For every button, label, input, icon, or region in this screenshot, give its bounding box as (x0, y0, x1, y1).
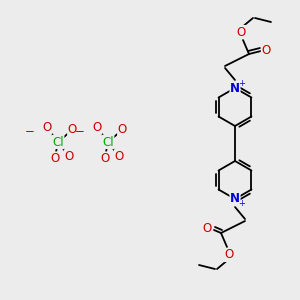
Text: O: O (64, 150, 74, 163)
Text: Cl: Cl (52, 136, 64, 148)
Text: O: O (114, 150, 124, 163)
Text: +: + (238, 79, 245, 88)
Text: −: − (25, 125, 35, 139)
Text: O: O (42, 121, 52, 134)
Text: O: O (224, 248, 234, 262)
Text: O: O (100, 152, 109, 165)
Text: O: O (236, 26, 246, 38)
Text: O: O (92, 121, 102, 134)
Text: −: − (75, 125, 85, 139)
Text: O: O (68, 123, 77, 136)
Text: O: O (118, 123, 127, 136)
Text: O: O (50, 152, 59, 165)
Text: N: N (230, 193, 240, 206)
Text: O: O (202, 223, 211, 236)
Text: +: + (238, 200, 245, 208)
Text: N: N (230, 82, 240, 94)
Text: Cl: Cl (102, 136, 114, 148)
Text: O: O (261, 44, 271, 56)
